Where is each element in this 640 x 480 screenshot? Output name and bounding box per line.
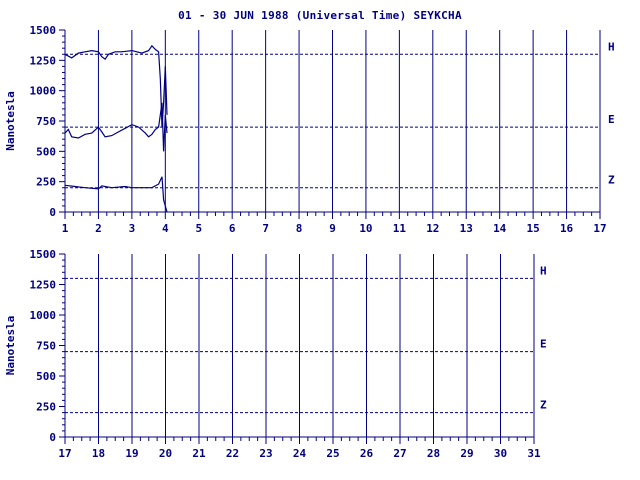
- bottom-x-tick-label: 26: [360, 447, 374, 460]
- top-component-label-h: H: [608, 40, 615, 53]
- bottom-x-tick-label: 25: [326, 447, 339, 460]
- bottom-x-tick-label: 17: [58, 447, 71, 460]
- top-y-tick-label: 1000: [30, 85, 57, 98]
- bottom-x-tick-label: 29: [460, 447, 473, 460]
- top-x-tick-label: 15: [527, 222, 540, 235]
- top-y-tick-label: 0: [49, 206, 56, 219]
- top-y-tick-label: 500: [36, 145, 56, 158]
- top-y-tick-label: 1250: [30, 54, 57, 67]
- bottom-x-tick-label: 23: [259, 447, 272, 460]
- top-x-tick-label: 8: [296, 222, 303, 235]
- bottom-component-label-h: H: [540, 264, 547, 277]
- top-series-h: [65, 46, 167, 127]
- top-component-label-e: E: [608, 113, 615, 126]
- top-x-tick-label: 9: [329, 222, 336, 235]
- top-series-z: [65, 177, 167, 212]
- bottom-component-label-z: Z: [540, 399, 547, 412]
- bottom-y-tick-label: 500: [36, 370, 56, 383]
- top-x-tick-label: 2: [95, 222, 102, 235]
- top-x-tick-label: 12: [426, 222, 439, 235]
- bottom-y-tick-label: 1000: [30, 309, 57, 322]
- top-y-tick-label: 250: [36, 176, 56, 189]
- top-x-tick-label: 1: [62, 222, 69, 235]
- top-x-tick-label: 4: [162, 222, 169, 235]
- bottom-x-tick-label: 30: [494, 447, 507, 460]
- top-x-tick-label: 17: [593, 222, 606, 235]
- bottom-x-tick-label: 19: [125, 447, 138, 460]
- bottom-component-label-e: E: [540, 338, 547, 351]
- top-x-tick-label: 5: [195, 222, 202, 235]
- top-x-tick-label: 16: [560, 222, 574, 235]
- bottom-y-tick-label: 0: [49, 431, 56, 444]
- top-y-axis-title: Nanotesla: [4, 91, 17, 151]
- top-x-tick-label: 6: [229, 222, 236, 235]
- top-y-tick-label: 1500: [30, 24, 57, 37]
- bottom-x-tick-label: 28: [427, 447, 440, 460]
- top-x-tick-label: 7: [262, 222, 269, 235]
- bottom-y-tick-label: 750: [36, 340, 56, 353]
- top-y-tick-label: 750: [36, 115, 56, 128]
- top-x-tick-label: 11: [393, 222, 407, 235]
- top-component-label-z: Z: [608, 174, 615, 187]
- bottom-x-tick-label: 18: [92, 447, 105, 460]
- bottom-x-tick-label: 21: [192, 447, 206, 460]
- bottom-x-tick-label: 20: [159, 447, 172, 460]
- top-x-tick-label: 14: [493, 222, 507, 235]
- bottom-x-tick-label: 22: [226, 447, 239, 460]
- bottom-y-tick-label: 1500: [30, 248, 57, 261]
- bottom-y-tick-label: 1250: [30, 279, 57, 292]
- top-x-tick-label: 13: [460, 222, 473, 235]
- top-x-tick-label: 10: [359, 222, 372, 235]
- bottom-y-tick-label: 250: [36, 401, 56, 414]
- bottom-y-axis-title: Nanotesla: [4, 316, 17, 376]
- top-x-tick-label: 3: [129, 222, 136, 235]
- bottom-x-tick-label: 27: [393, 447, 406, 460]
- bottom-x-tick-label: 24: [293, 447, 307, 460]
- bottom-x-tick-label: 31: [527, 447, 541, 460]
